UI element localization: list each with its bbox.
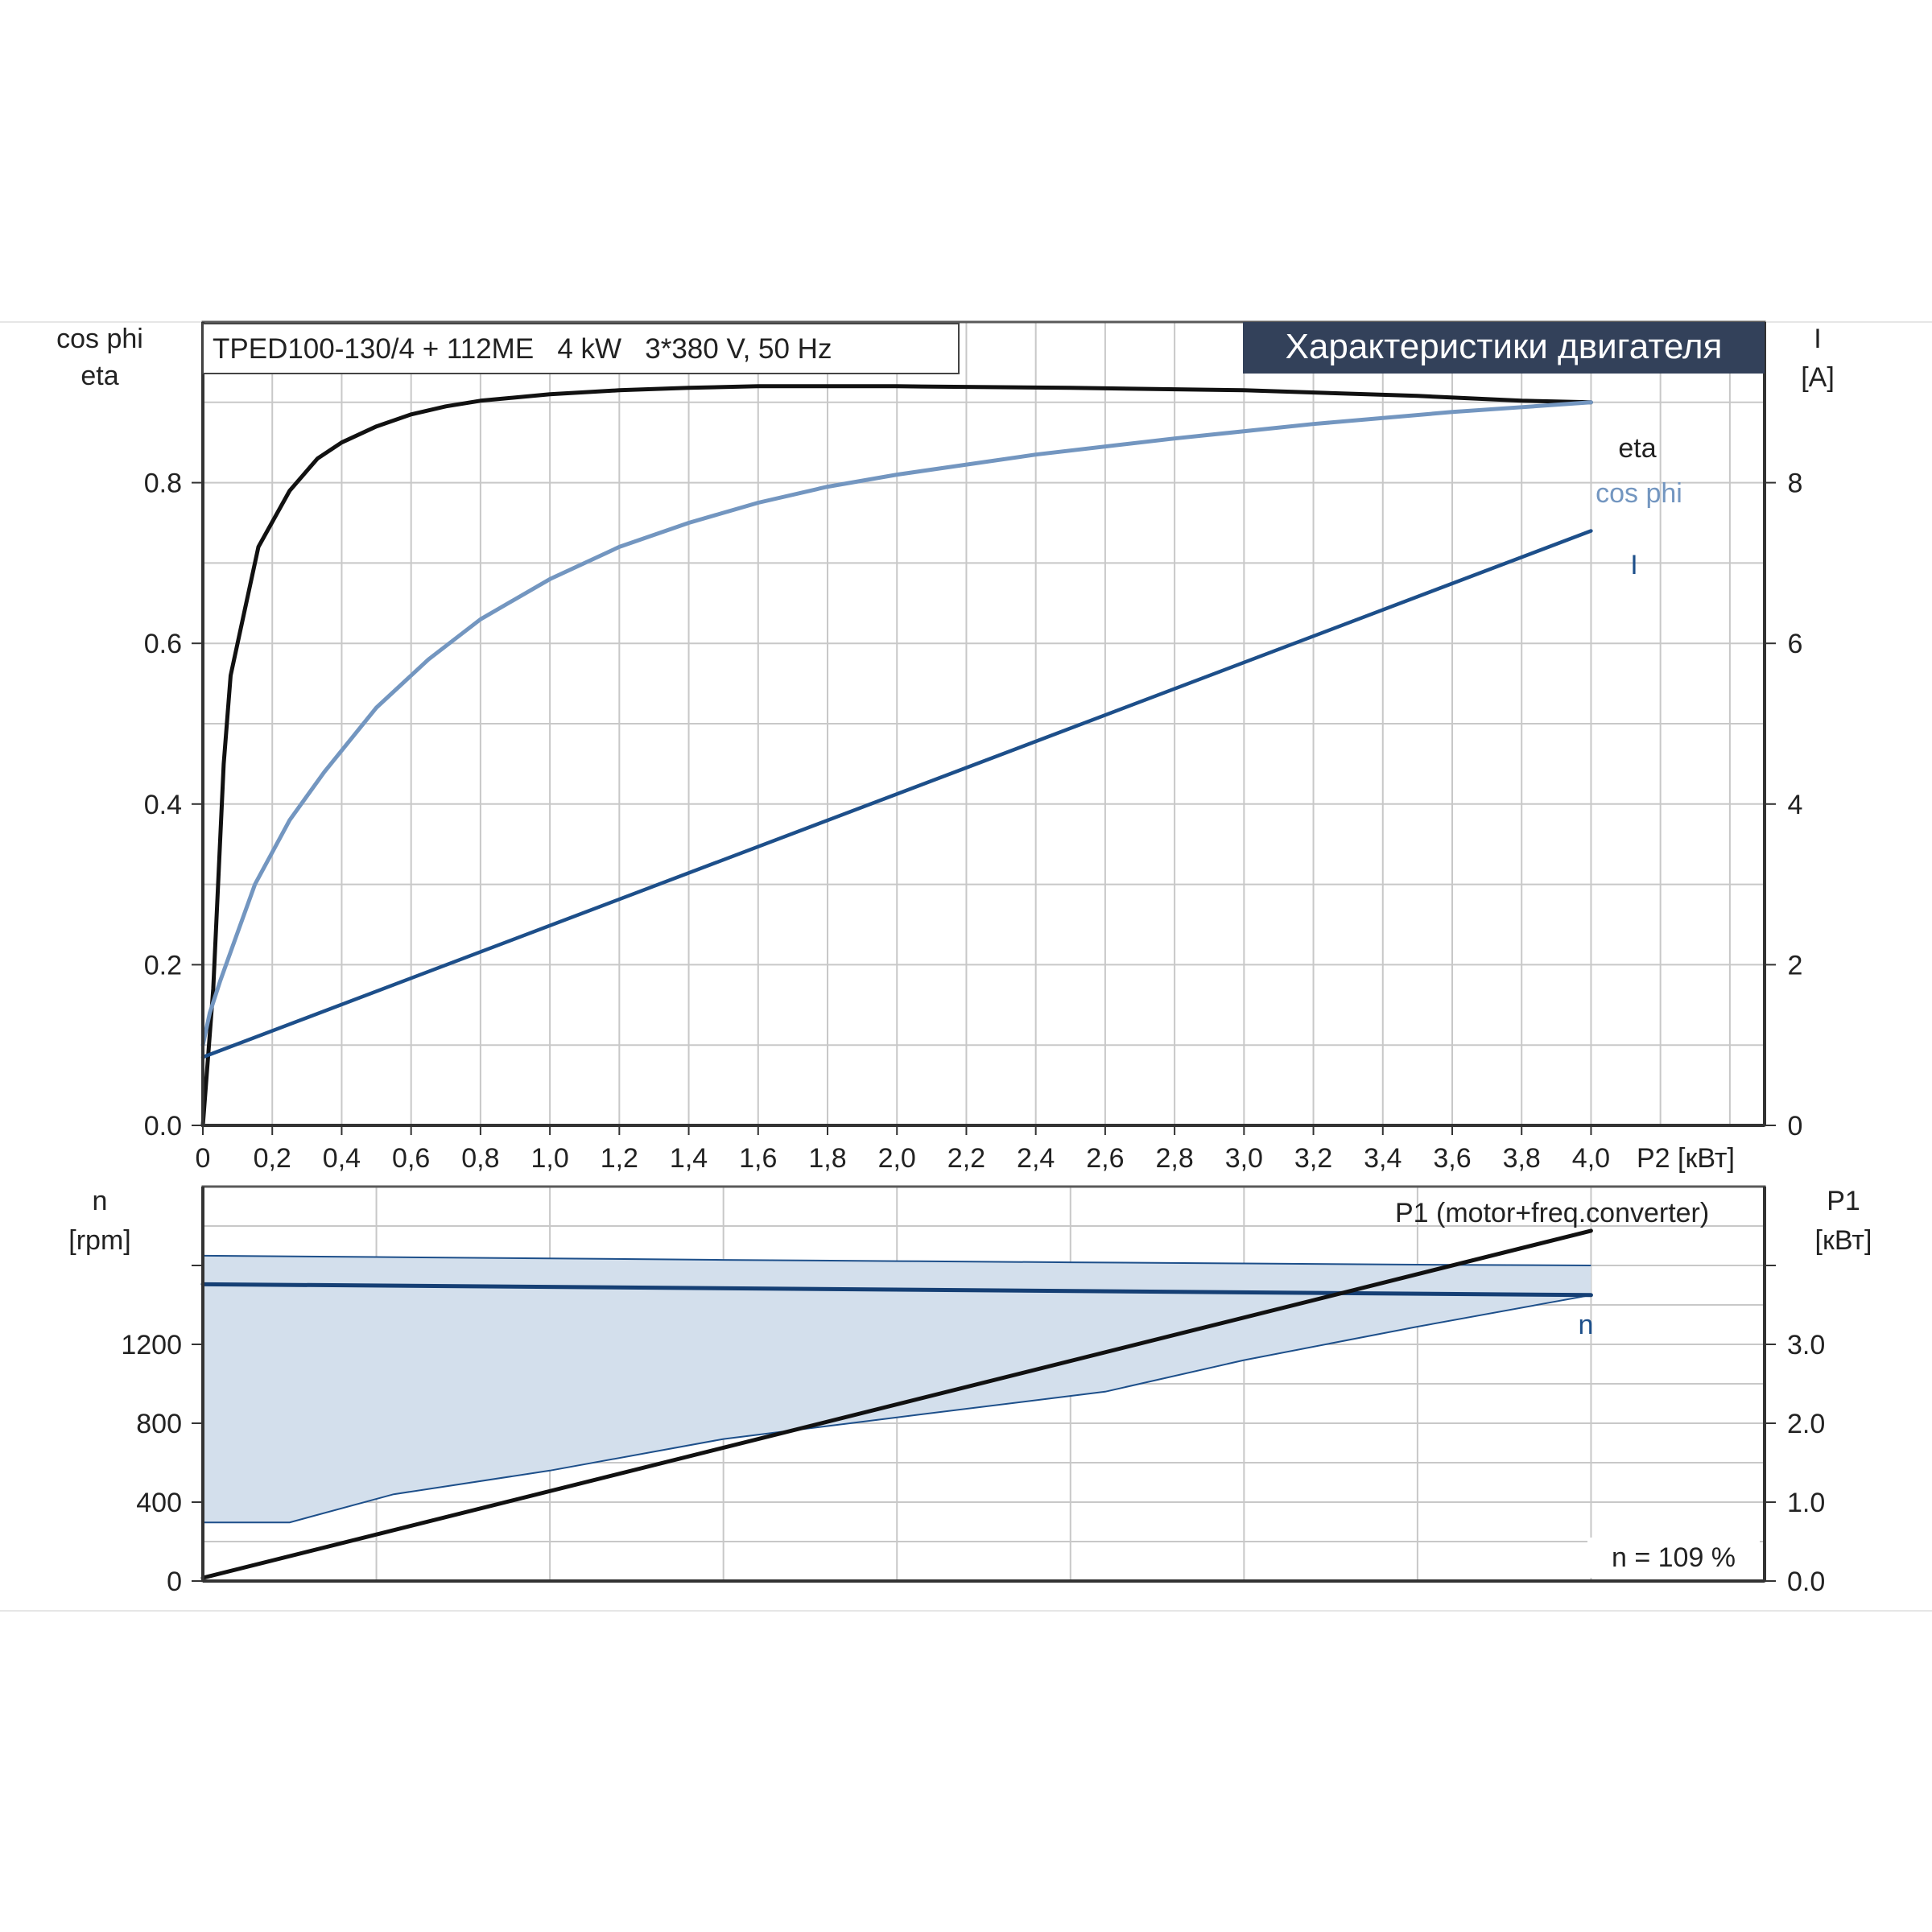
current-line: [200, 529, 1593, 1059]
x-tick-label: 0,6: [392, 1143, 430, 1174]
upper-grid: [203, 322, 1765, 1125]
x-axis-label: P2 [кВт]: [1637, 1143, 1735, 1174]
x-tick-label: 2,0: [878, 1143, 916, 1174]
label-i: I: [1630, 550, 1637, 580]
title-box: [1243, 322, 1765, 374]
model-box: [202, 323, 960, 374]
y-right-label-unit: [A]: [1801, 362, 1835, 393]
lower-chart: 0 400 800 1200 0.0 1.0 2.0 3.0 n [rpm] P1 [кВт]…: [68, 1185, 1872, 1597]
x-tick-label: 2,8: [1155, 1143, 1193, 1174]
y-right-tick-label: 8: [1788, 469, 1803, 499]
y-left-tick-label: 0.8: [144, 469, 182, 499]
x-tick-label: 1,6: [739, 1143, 777, 1174]
x-tick-label: 0,4: [323, 1143, 361, 1174]
x-tick-label: 0: [196, 1143, 211, 1174]
x-tick-label: 2,6: [1086, 1143, 1124, 1174]
upper-series: [200, 384, 1593, 1128]
lower-y-left-tick-label: 0: [167, 1567, 182, 1597]
y-left-label-cosphi: cos phi: [56, 324, 143, 354]
lower-y-left-label-n: n: [93, 1186, 108, 1216]
speed-line: [200, 1282, 1593, 1298]
label-eta: eta: [1618, 433, 1656, 464]
cosphi-curve: [200, 400, 1593, 1047]
x-tick-label: 3,2: [1294, 1143, 1332, 1174]
speed-percent-label: n = 109 %: [1612, 1542, 1736, 1573]
upper-ticks: 0 0,2 0,4 0,6 0,8 1,0 1,2 1,4 1,6 1,8 2,0 2,2 2,4 2,6…: [144, 469, 1803, 1174]
x-tick-label: 3,8: [1503, 1143, 1541, 1174]
lower-y-left-label-unit: [rpm]: [68, 1225, 130, 1256]
lower-y-right-tick-label: 3.0: [1787, 1330, 1825, 1360]
y-left-tick-label: 0.0: [144, 1111, 182, 1141]
speed-range-band: [203, 1255, 1591, 1523]
chart-title: Характеристики двигателя: [1286, 327, 1723, 366]
x-tick-label: 1,4: [670, 1143, 708, 1174]
label-n: n: [1579, 1310, 1594, 1340]
y-left-tick-label: 0.6: [144, 629, 182, 659]
y-right-tick-label: 0: [1788, 1111, 1803, 1141]
model-label: TPED100-130/4 + 112ME 4 kW 3*380 V, 50 H…: [213, 333, 832, 365]
x-tick-label: 2,4: [1017, 1143, 1055, 1174]
lower-y-right-tick-label: 1.0: [1787, 1488, 1825, 1518]
lower-y-left-tick-label: 800: [136, 1409, 182, 1439]
eta-curve: [200, 384, 1593, 1128]
y-right-tick-label: 4: [1788, 790, 1803, 820]
lower-y-left-tick-label: 1200: [121, 1330, 182, 1360]
label-cosphi: cos phi: [1596, 478, 1682, 509]
x-tick-label: 1,8: [808, 1143, 846, 1174]
y-right-tick-label: 6: [1788, 629, 1803, 659]
x-tick-label: 0,8: [461, 1143, 499, 1174]
y-left-label-eta: eta: [80, 361, 118, 391]
lower-series: [200, 1228, 1593, 1580]
x-tick-label: 3,0: [1225, 1143, 1263, 1174]
y-left-tick-label: 0.2: [144, 950, 182, 980]
label-p1: P1 (motor+freq.converter): [1395, 1198, 1709, 1228]
y-right-tick-label: 2: [1788, 950, 1803, 980]
speed-percent-box: [1587, 1538, 1760, 1578]
speed-band-lower-edge: [203, 1294, 1591, 1524]
speed-band-upper-edge: [202, 1254, 1591, 1266]
lower-y-left-tick-label: 400: [136, 1488, 182, 1518]
lower-y-right-label-unit: [кВт]: [1815, 1225, 1872, 1256]
x-tick-label: 1,2: [601, 1143, 638, 1174]
lower-ticks: 0 400 800 1200 0.0 1.0 2.0 3.0: [121, 1265, 1825, 1597]
lower-y-right-label-p1: P1: [1827, 1186, 1860, 1216]
x-tick-label: 3,6: [1433, 1143, 1471, 1174]
lower-y-right-tick-label: 0.0: [1787, 1567, 1825, 1597]
x-tick-label: 1,0: [530, 1143, 568, 1174]
x-tick-label: 0,2: [254, 1143, 291, 1174]
x-tick-label: 2,2: [947, 1143, 985, 1174]
p1-line: [200, 1228, 1593, 1580]
lower-y-right-tick-label: 2.0: [1787, 1409, 1825, 1439]
x-tick-label: 4,0: [1572, 1143, 1610, 1174]
y-right-label-i: I: [1814, 324, 1821, 354]
upper-chart: 0 0,2 0,4 0,6 0,8 1,0 1,2 1,4 1,6 1,8 2,0 2,2 2,4 2,6…: [56, 320, 1835, 1174]
x-tick-label: 3,4: [1364, 1143, 1402, 1174]
y-left-tick-label: 0.4: [144, 790, 182, 820]
